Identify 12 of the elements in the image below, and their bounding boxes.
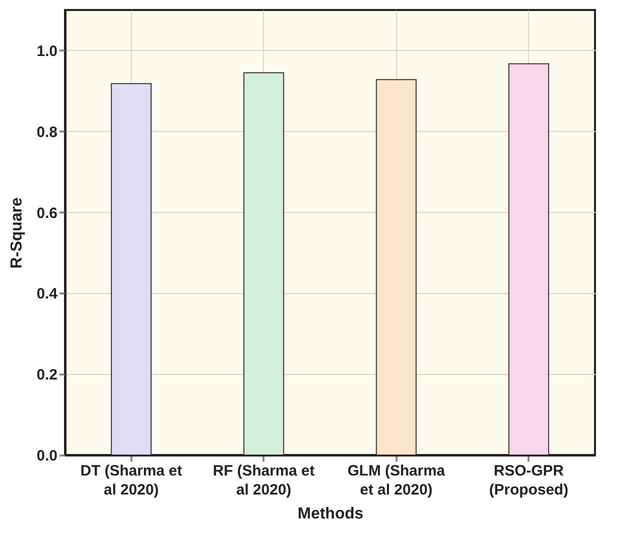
y-tick-label: 0.6 <box>36 204 58 222</box>
x-tick-label: RF (Sharma et al 2020) <box>212 462 315 498</box>
y-tick-label: 1.0 <box>36 42 58 60</box>
x-tick-label: DT (Sharma et al 2020) <box>80 462 182 498</box>
x-axis-title: Methods <box>298 506 364 522</box>
y-tick-label: 0.0 <box>36 448 58 464</box>
y-axis-title: R-Square <box>8 197 26 269</box>
x-tick-label: RSO-GPR (Proposed) <box>489 462 568 498</box>
y-tick-label: 0.4 <box>36 286 58 303</box>
y-tick-label: 0.2 <box>36 366 58 384</box>
y-tick-label: 0.8 <box>36 124 58 141</box>
x-tick-label: GLM (Sharma et al 2020) <box>347 462 446 498</box>
